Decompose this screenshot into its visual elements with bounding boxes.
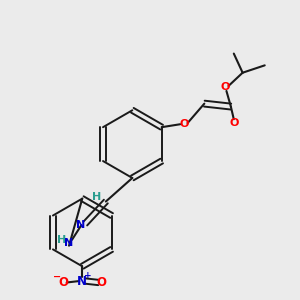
Text: N: N [64, 238, 74, 248]
Text: N: N [76, 220, 86, 230]
Text: H: H [57, 235, 66, 245]
Text: H: H [92, 192, 102, 202]
Text: O: O [179, 119, 188, 129]
Text: O: O [229, 118, 239, 128]
Text: O: O [58, 276, 68, 289]
Text: +: + [84, 271, 92, 280]
Text: N: N [77, 274, 87, 287]
Text: O: O [96, 276, 106, 289]
Text: O: O [220, 82, 230, 92]
Text: −: − [53, 272, 61, 282]
